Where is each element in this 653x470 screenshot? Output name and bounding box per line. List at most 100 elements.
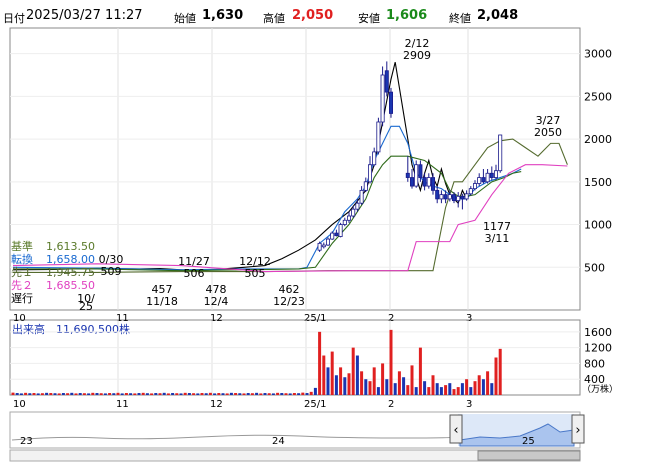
candle-body — [443, 194, 448, 200]
candle-body — [384, 70, 389, 93]
candle-body — [372, 151, 377, 166]
volume-bar — [200, 393, 204, 395]
volume-bar — [309, 391, 313, 395]
candle-body — [346, 215, 351, 221]
close-label: 終値 — [449, 12, 471, 25]
candle-body — [388, 91, 393, 114]
series-line-kijun — [13, 155, 522, 272]
volume-bar — [229, 392, 233, 395]
volume-bar — [305, 393, 309, 395]
low-label: 安値 — [358, 12, 380, 25]
volume-x-tick: 10 — [13, 399, 26, 410]
volume-bar — [477, 375, 481, 395]
price-annotation: 3/27 — [536, 114, 561, 127]
scrollbar-thumb[interactable] — [477, 450, 581, 461]
candle-body — [376, 121, 381, 153]
price-annotation: 478 — [206, 283, 227, 296]
price-x-tick: 2 — [388, 313, 394, 324]
volume-bar — [456, 387, 460, 395]
price-x-tick: 11 — [116, 313, 129, 324]
volume-bar — [393, 383, 397, 395]
volume-bar — [402, 377, 406, 395]
volume-bar — [187, 393, 191, 395]
volume-bar — [330, 351, 334, 395]
candle-body — [489, 172, 494, 178]
volume-y-tick: 800 — [584, 357, 605, 370]
volume-bar — [385, 379, 389, 395]
candle-body — [380, 74, 385, 123]
candle-body — [464, 193, 469, 200]
volume-bar — [166, 393, 170, 395]
price-annotation: 3/11 — [485, 232, 510, 245]
volume-bar — [108, 393, 112, 395]
candle-body — [422, 177, 427, 187]
volume-bar — [280, 393, 284, 395]
price-x-tick: 3 — [466, 313, 472, 324]
volume-bar — [70, 392, 74, 395]
volume-y-tick: 1200 — [584, 342, 612, 355]
price-annotation: 506 — [184, 267, 205, 280]
volume-bar — [326, 367, 330, 395]
price-y-tick: 1500 — [584, 176, 612, 189]
navigator-right-handle[interactable] — [571, 414, 585, 444]
volume-bar — [313, 387, 317, 395]
volume-bar — [196, 393, 200, 395]
volume-bar — [183, 392, 187, 395]
volume-x-tick: 12 — [210, 399, 223, 410]
candle-body — [426, 177, 431, 187]
volume-bar — [368, 381, 372, 395]
volume-bar — [213, 393, 217, 395]
volume-x-tick: 25/1 — [304, 399, 326, 410]
candle-body — [451, 194, 456, 202]
price-header: 日付 2025/03/27 11:27 始値 1,630 高値 2,050 安値… — [0, 0, 653, 27]
volume-bar — [192, 393, 196, 395]
volume-bar — [372, 367, 376, 395]
candle-body — [477, 177, 482, 184]
volume-bar — [376, 387, 380, 395]
volume-x-tick: 11 — [116, 399, 129, 410]
datetime-value: 2025/03/27 11:27 — [26, 8, 143, 23]
volume-bar — [145, 393, 149, 395]
volume-bar — [40, 393, 44, 395]
candle-body — [414, 164, 419, 187]
price-panel-frame — [9, 27, 581, 311]
volume-bar — [452, 389, 456, 395]
legend-label: 先２ — [11, 279, 33, 292]
volume-bar — [250, 393, 254, 395]
volume-bar — [179, 393, 183, 395]
candle-body — [439, 194, 444, 200]
volume-bar — [267, 393, 271, 395]
candle-body — [481, 177, 486, 183]
volume-bar — [208, 392, 212, 395]
volume-bar — [364, 379, 368, 395]
volume-bar — [292, 393, 296, 395]
volume-bar — [217, 393, 221, 395]
candle-body — [325, 238, 330, 246]
legend-label: 基準 — [11, 239, 33, 253]
price-annotation: 12/4 — [204, 295, 229, 308]
volume-bar — [465, 379, 469, 395]
candle-body — [317, 242, 322, 251]
volume-bar — [49, 393, 53, 395]
price-y-tick: 3000 — [584, 48, 612, 61]
volume-bar — [288, 393, 292, 395]
candle-body — [359, 189, 364, 204]
volume-bar — [460, 383, 464, 395]
volume-bar — [82, 393, 86, 395]
volume-bar — [490, 383, 494, 395]
navigator-left-handle[interactable] — [449, 414, 463, 444]
candle-body — [498, 134, 503, 172]
price-annotation: 509 — [101, 265, 122, 278]
volume-bar — [15, 393, 19, 395]
candle-body — [334, 232, 339, 237]
navigator-right-handle-glyph: › — [575, 423, 580, 438]
volume-bar — [360, 371, 364, 395]
volume-bar — [486, 371, 490, 395]
volume-bar — [301, 392, 305, 395]
volume-bar — [204, 393, 208, 395]
volume-bar — [91, 392, 95, 395]
legend-label: 先１ — [11, 266, 33, 279]
volume-bar — [78, 393, 82, 395]
volume-bar — [141, 392, 145, 395]
